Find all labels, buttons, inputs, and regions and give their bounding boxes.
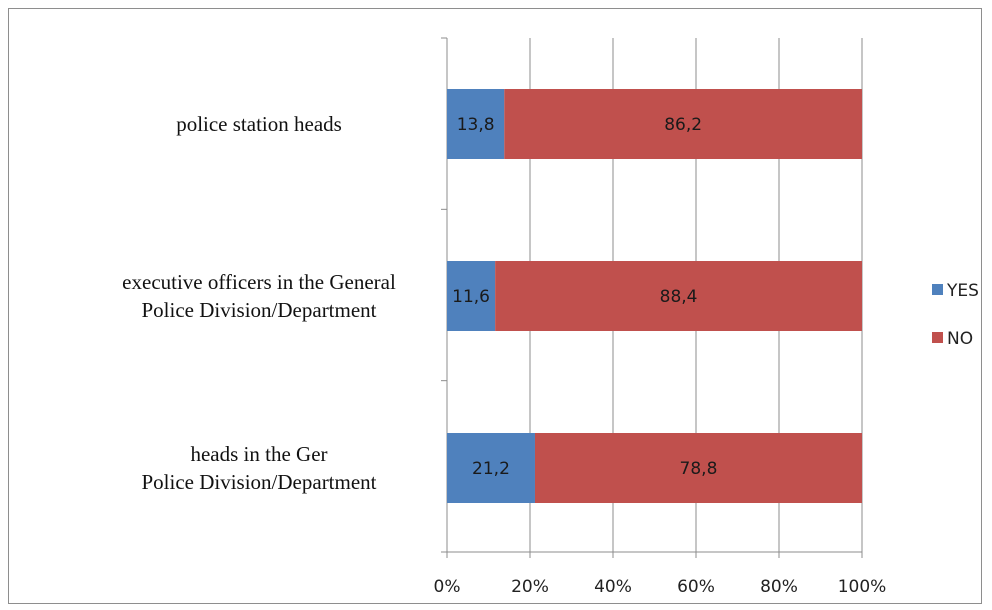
x-tick-label: 80% — [760, 577, 798, 597]
x-tick-label: 0% — [434, 577, 461, 597]
data-label: 88,4 — [660, 287, 698, 307]
x-tick-label: 60% — [677, 577, 715, 597]
legend-swatch-no — [932, 332, 943, 343]
category-label: executive officers in the General — [122, 270, 396, 294]
category-label: Police Division/Department — [141, 470, 376, 494]
bar-no — [534, 433, 862, 503]
bar-yes — [447, 89, 505, 159]
bar-no — [504, 89, 862, 159]
category-label: heads in the Ger — [190, 442, 327, 466]
data-label: 21,2 — [472, 459, 510, 479]
x-tick-label: 20% — [511, 577, 549, 597]
category-label: police station heads — [176, 112, 342, 136]
x-tick-label: 40% — [594, 577, 632, 597]
bar-yes — [447, 261, 496, 331]
category-label: Police Division/Department — [141, 298, 376, 322]
bar-no — [495, 261, 862, 331]
x-tick-label: 100% — [838, 577, 887, 597]
legend-swatch-yes — [932, 284, 943, 295]
data-label: 86,2 — [664, 115, 702, 135]
legend-label-no: NO — [947, 329, 973, 349]
bar-yes — [447, 433, 535, 503]
legend-label-yes: YES — [946, 281, 979, 301]
data-label: 13,8 — [457, 115, 495, 135]
data-label: 78,8 — [680, 459, 718, 479]
data-label: 11,6 — [452, 287, 490, 307]
